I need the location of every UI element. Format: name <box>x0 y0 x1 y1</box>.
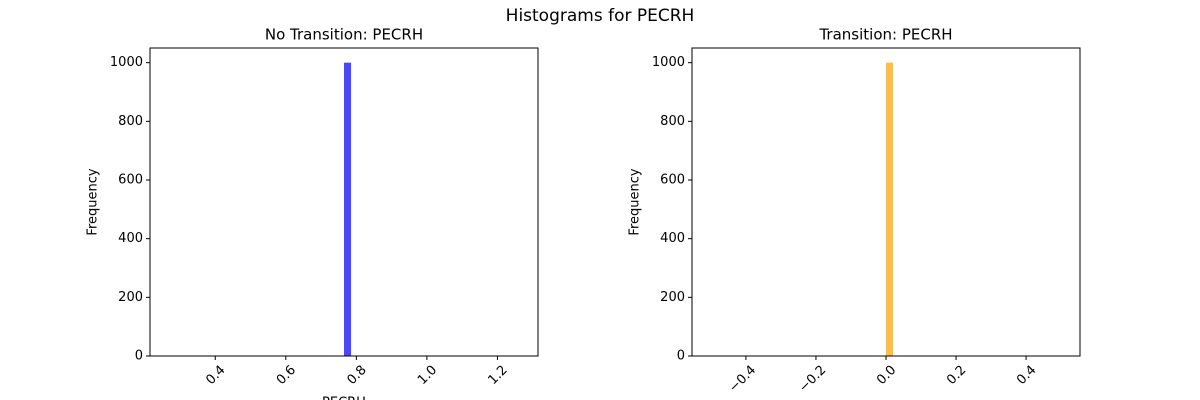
figure-title: Histograms for PECRH <box>506 6 695 26</box>
x-tick-label: 0.4 <box>203 363 228 388</box>
bar <box>886 62 894 357</box>
y-tick-label: 600 <box>660 173 685 188</box>
y-tick-label: 200 <box>660 290 685 305</box>
y-tick-label: 400 <box>660 231 685 246</box>
y-tick-label: 400 <box>118 231 143 246</box>
y-tick-label: 0 <box>677 349 685 364</box>
y-tick-label: 1000 <box>110 55 143 70</box>
y-tick-label: 200 <box>118 290 143 305</box>
x-tick-label: 0.4 <box>1014 363 1039 388</box>
y-axis-label: Frequency <box>628 168 643 235</box>
x-axis-label: PECRH <box>322 396 366 400</box>
axes-title: Transition: PECRH <box>818 26 952 44</box>
x-tick-label: 0.0 <box>874 363 899 388</box>
y-tick-label: 0 <box>135 349 143 364</box>
y-tick-label: 1000 <box>652 55 685 70</box>
axes-title: No Transition: PECRH <box>265 26 423 44</box>
y-tick-label: 800 <box>118 114 143 129</box>
x-tick-label: 1.0 <box>415 363 440 388</box>
x-tick-label: 1.2 <box>486 363 511 388</box>
y-tick-label: 800 <box>660 114 685 129</box>
y-axis-label: Frequency <box>86 168 101 235</box>
x-tick-label: 0.6 <box>274 363 299 388</box>
x-tick-label: −0.2 <box>796 363 829 396</box>
x-tick-label: 0.2 <box>944 363 969 388</box>
x-tick-label: −0.4 <box>726 363 759 396</box>
y-tick-label: 600 <box>118 173 143 188</box>
axes-frame <box>149 47 539 357</box>
bar <box>344 62 352 357</box>
x-tick-label: 0.8 <box>344 363 369 388</box>
